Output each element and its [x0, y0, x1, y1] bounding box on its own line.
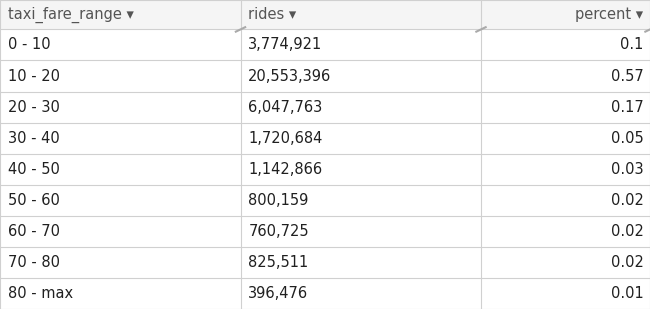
Text: 60 - 70: 60 - 70	[8, 224, 60, 239]
Bar	[0, 123, 650, 154]
Bar	[0, 29, 650, 61]
Bar	[0, 154, 650, 185]
Text: 10 - 20: 10 - 20	[8, 69, 60, 83]
Bar	[0, 61, 650, 91]
Text: 0 - 10: 0 - 10	[8, 37, 51, 53]
Bar	[0, 185, 650, 216]
Bar	[0, 247, 650, 278]
Text: 50 - 60: 50 - 60	[8, 193, 60, 208]
Text: percent ▾: percent ▾	[575, 7, 644, 22]
Text: 0.03: 0.03	[611, 162, 644, 177]
Bar	[0, 91, 650, 123]
Text: 1,142,866: 1,142,866	[248, 162, 322, 177]
Text: 760,725: 760,725	[248, 224, 309, 239]
Text: 0.17: 0.17	[611, 99, 644, 115]
Text: rides ▾: rides ▾	[248, 7, 296, 22]
Bar	[0, 278, 650, 309]
Text: 40 - 50: 40 - 50	[8, 162, 60, 177]
Text: 800,159: 800,159	[248, 193, 309, 208]
Text: 6,047,763: 6,047,763	[248, 99, 322, 115]
Text: 0.1: 0.1	[620, 37, 644, 53]
Text: 0.01: 0.01	[611, 286, 644, 301]
Text: 0.57: 0.57	[611, 69, 644, 83]
Text: 0.02: 0.02	[610, 255, 643, 270]
Text: 0.02: 0.02	[610, 193, 643, 208]
Text: 1,720,684: 1,720,684	[248, 131, 322, 146]
Text: 20,553,396: 20,553,396	[248, 69, 332, 83]
Bar	[0, 216, 650, 247]
Text: 70 - 80: 70 - 80	[8, 255, 60, 270]
Text: 80 - max: 80 - max	[8, 286, 73, 301]
Text: 3,774,921: 3,774,921	[248, 37, 322, 53]
Text: 0.05: 0.05	[611, 131, 644, 146]
Text: 825,511: 825,511	[248, 255, 309, 270]
Text: 0.02: 0.02	[610, 224, 643, 239]
Text: taxi_fare_range ▾: taxi_fare_range ▾	[8, 6, 134, 23]
Text: 396,476: 396,476	[248, 286, 309, 301]
Bar	[0, 0, 650, 29]
Text: 20 - 30: 20 - 30	[8, 99, 60, 115]
Text: 30 - 40: 30 - 40	[8, 131, 60, 146]
